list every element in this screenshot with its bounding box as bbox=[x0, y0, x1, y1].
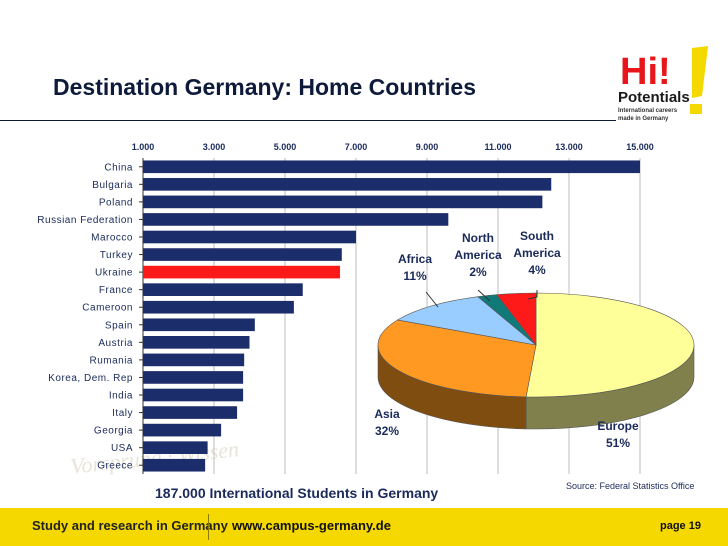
bar bbox=[143, 406, 238, 419]
pie-slice-label: America bbox=[454, 248, 502, 262]
x-tick-label: 15.000 bbox=[626, 142, 654, 152]
pie-slice bbox=[525, 292, 695, 398]
bar bbox=[143, 336, 250, 349]
category-label: Marocco bbox=[91, 233, 133, 244]
bar bbox=[143, 283, 303, 296]
category-label: Georgia bbox=[94, 426, 133, 437]
pie-slice-label: North bbox=[462, 231, 494, 245]
leader-line bbox=[477, 289, 491, 302]
pie-slice-percent: 11% bbox=[403, 269, 427, 283]
category-label: Korea, Dem. Rep bbox=[48, 373, 133, 384]
category-label: France bbox=[99, 285, 133, 296]
bar bbox=[143, 371, 244, 384]
footer-url-link[interactable]: www.campus-germany.de bbox=[232, 518, 391, 533]
footer-separator bbox=[208, 514, 209, 540]
bar bbox=[143, 318, 255, 332]
category-label: Greece bbox=[97, 461, 133, 472]
logo-potentials: Potentials bbox=[618, 89, 690, 106]
slide-title: Destination Germany: Home Countries bbox=[53, 74, 477, 100]
leader-line bbox=[527, 290, 538, 300]
footer-bar: Study and research in Germany www.campus… bbox=[0, 508, 728, 546]
category-label: Austria bbox=[98, 338, 133, 349]
logo-tagline-1: International careers bbox=[618, 108, 678, 114]
bar bbox=[143, 213, 449, 226]
source-note: Source: Federal Statistics Office bbox=[566, 481, 695, 491]
category-label: Italy bbox=[112, 408, 133, 419]
pie-chart: Europe 51% Asia 32% Africa 11% North America 2% S… bbox=[374, 229, 695, 450]
category-label: China bbox=[104, 162, 133, 173]
pie-slice-label: South bbox=[520, 229, 554, 243]
x-tick-label: 1.000 bbox=[132, 142, 155, 152]
category-label: Rumania bbox=[89, 355, 133, 366]
bar bbox=[143, 441, 208, 454]
category-label: Spain bbox=[105, 320, 133, 331]
x-tick-label: 11.000 bbox=[484, 142, 511, 152]
bar bbox=[143, 178, 552, 191]
x-tick-label: 9.000 bbox=[416, 142, 439, 152]
page-number: page 19 bbox=[660, 520, 701, 532]
category-label: Turkey bbox=[100, 250, 133, 261]
category-label: Russian Federation bbox=[37, 215, 133, 226]
leader-line bbox=[425, 291, 439, 308]
x-tick-label: 13.000 bbox=[555, 142, 583, 152]
bar bbox=[143, 388, 244, 402]
logo-exclamation bbox=[692, 46, 708, 98]
x-tick-label: 3.000 bbox=[203, 142, 226, 152]
bar bbox=[143, 265, 341, 279]
bar bbox=[143, 230, 356, 244]
bar bbox=[143, 195, 543, 209]
pie-slice bbox=[396, 296, 538, 346]
category-label: Ukraine bbox=[95, 268, 133, 279]
pie-slice-percent: 2% bbox=[469, 265, 487, 279]
logo-tagline-2: made in Germany bbox=[618, 116, 669, 122]
bar bbox=[143, 353, 245, 367]
footer-tagline: Study and research in Germany bbox=[32, 518, 228, 533]
bar bbox=[143, 458, 206, 472]
bar bbox=[143, 248, 342, 261]
pie-slice-label: Asia bbox=[374, 407, 400, 421]
title-divider bbox=[0, 120, 616, 121]
category-label: India bbox=[109, 391, 133, 402]
chart-caption: 187.000 International Students in German… bbox=[155, 485, 439, 501]
pie-slice bbox=[496, 292, 537, 346]
category-label: Cameroon bbox=[82, 303, 133, 314]
pie-slice-label: America bbox=[513, 246, 561, 260]
bar bbox=[143, 423, 222, 437]
pie-slice-percent: 32% bbox=[375, 424, 399, 438]
x-tick-label: 7.000 bbox=[345, 142, 368, 152]
pie-slice-percent: 51% bbox=[606, 436, 630, 450]
pie-slice-label: Europe bbox=[597, 419, 639, 433]
bar-chart: 1.000 3.000 5.000 7.000 9.000 11.000 13.000 15.… bbox=[37, 142, 654, 474]
category-label: Bulgaria bbox=[92, 180, 133, 191]
category-label: USA bbox=[111, 443, 133, 454]
bar bbox=[143, 160, 640, 174]
hi-potentials-logo: Hi! Potentials International careers mad… bbox=[618, 46, 708, 122]
bar bbox=[143, 300, 294, 314]
category-label: Poland bbox=[99, 197, 133, 208]
logo-exclamation-dot bbox=[690, 104, 702, 114]
x-tick-label: 5.000 bbox=[274, 142, 297, 152]
pie-slice-label: Africa bbox=[398, 252, 432, 266]
pie-slice-percent: 4% bbox=[528, 263, 546, 277]
pie-slice bbox=[377, 319, 537, 398]
logo-hi: Hi! bbox=[620, 51, 671, 93]
